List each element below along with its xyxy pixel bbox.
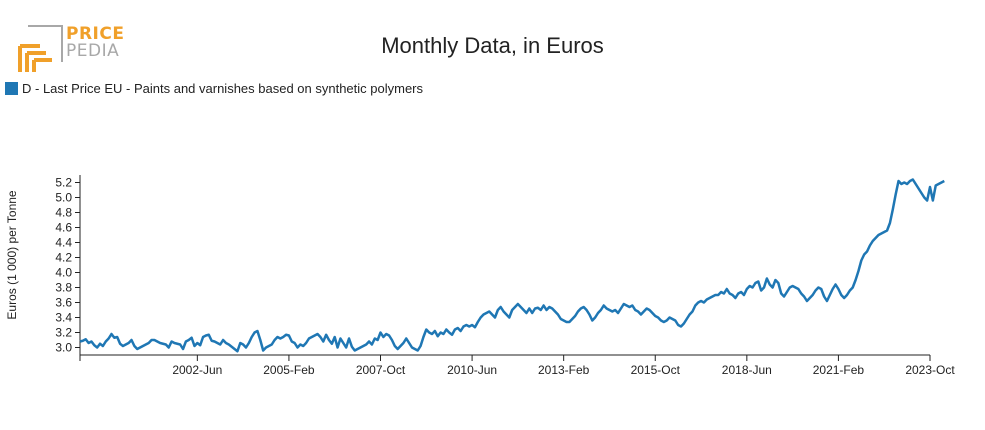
x-tick-label: 2018-Jun [722,363,772,377]
y-tick-label: 3.6 [55,296,72,310]
x-tick-label: 2007-Oct [356,363,406,377]
y-axis: 3.03.23.43.63.84.04.24.44.64.85.05.2 [55,175,81,355]
chart-title: Monthly Data, in Euros [381,33,604,58]
x-axis: 2002-Jun 2005-Feb 2007-Oct 2010-Jun 2013-Feb… [79,354,955,377]
logo-mark-icon [18,25,63,72]
logo-text-price: PRICE [66,24,125,44]
y-axis-title: Euros (1 000) per Tonne [5,190,19,320]
y-tick-label: 4.0 [55,266,72,280]
y-tick-label: 5.0 [55,191,72,205]
y-tick-label: 3.4 [55,311,72,325]
y-tick-label: 4.4 [55,236,72,250]
x-tick-label: 2002-Jun [172,363,222,377]
x-tick-label: 2010-Jun [447,363,497,377]
y-tick-label: 5.2 [55,176,72,190]
y-tick-label: 4.6 [55,221,72,235]
y-tick-label: 3.8 [55,281,72,295]
x-tick-label: 2021-Feb [813,363,865,377]
series-line [79,178,945,353]
x-tick-label: 2023-Oct [905,363,955,377]
y-tick-label: 4.2 [55,251,72,265]
x-tick-label: 2013-Feb [538,363,590,377]
x-tick-label: 2005-Feb [263,363,315,377]
y-tick-label: 3.2 [55,326,72,340]
pricepedia-logo: PRICE PEDIA [18,24,128,74]
logo-text-pedia: PEDIA [66,41,120,61]
legend-label: D - Last Price EU - Paints and varnishes… [22,81,424,96]
x-tick-label: 2015-Oct [631,363,681,377]
y-tick-label: 4.8 [55,206,72,220]
legend[interactable]: D - Last Price EU - Paints and varnishes… [5,81,423,96]
legend-swatch [5,82,18,95]
y-tick-label: 3.0 [55,341,72,355]
